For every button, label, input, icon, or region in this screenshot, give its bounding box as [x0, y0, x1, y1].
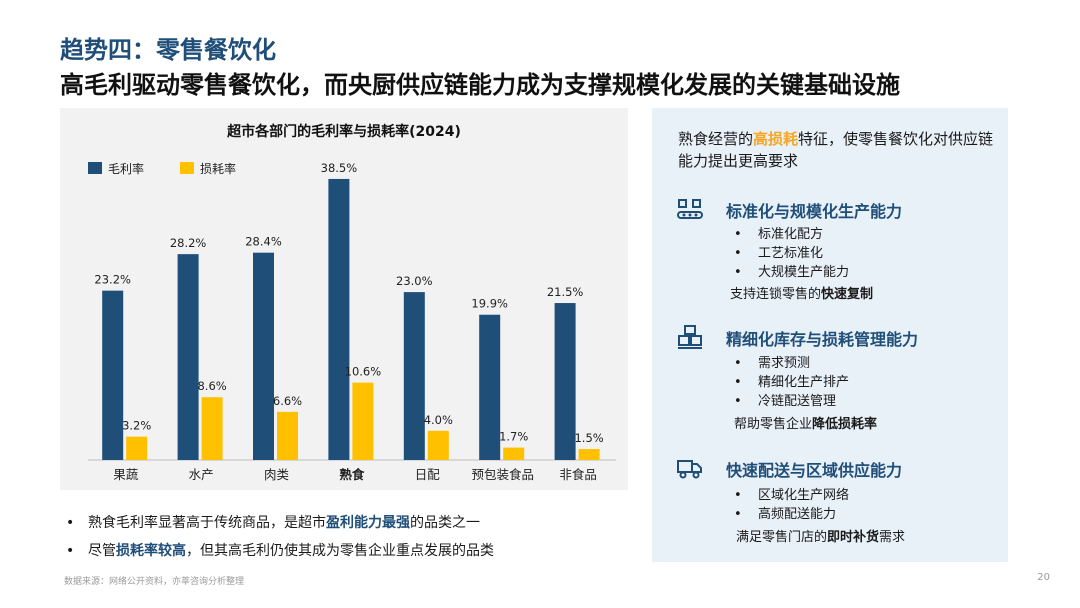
data-source: 数据来源：网络公开资料，亦莘咨询分析整理	[64, 577, 245, 587]
data-label-loss: 3.2%	[122, 419, 151, 433]
bar-loss	[277, 411, 298, 460]
bar-loss	[126, 436, 148, 460]
insight-intro: 熟食经营的高损耗特征，使零售餐饮化对供应链能力提出更高要求	[678, 130, 994, 170]
list-item: 区域化生产网络	[732, 486, 992, 505]
category-label: 果蔬	[113, 467, 139, 482]
list-item: 高频配送能力	[732, 505, 992, 524]
data-label-loss: 4.0%	[424, 413, 453, 427]
data-label-margin: 38.5%	[321, 161, 358, 175]
chart-notes: 熟食毛利率显著高于传统商品，是超市盈利能力最强的品类之一 尽管损耗率较高，但其高…	[64, 510, 634, 566]
page-number: 20	[1037, 572, 1050, 583]
bar-margin	[403, 292, 425, 460]
category-label: 非食品	[559, 467, 597, 482]
bar-loss	[503, 447, 525, 460]
legend-swatch	[180, 162, 194, 174]
data-label-loss: 8.6%	[197, 379, 226, 393]
bar-margin	[328, 178, 350, 460]
insight-panel: 熟食经营的高损耗特征，使零售餐饮化对供应链能力提出更高要求 标准化与规模化生产能…	[652, 108, 1008, 562]
data-label-loss: 6.6%	[273, 394, 302, 408]
data-label-margin: 21.5%	[547, 285, 584, 299]
data-label-loss: 10.6%	[345, 365, 382, 379]
list-item: 精细化生产排产	[732, 373, 992, 392]
data-label-loss: 1.7%	[499, 430, 528, 444]
bar-chart: 超市各部门的毛利率与损耗率(2024) 毛利率 损耗率 23.2% 3.2% 果蔬 28.2…	[88, 123, 616, 482]
data-label-margin: 28.4%	[245, 235, 282, 249]
data-label-margin: 19.9%	[471, 297, 508, 311]
category-label: 熟食	[339, 467, 365, 482]
category-label: 日配	[415, 467, 441, 482]
section-summary: 帮助零售企业降低损耗率	[734, 417, 878, 432]
data-label-loss: 1.5%	[574, 431, 603, 445]
list-item: 需求预测	[732, 354, 992, 373]
section-summary: 满足零售门店的即时补货需求	[736, 530, 906, 545]
delivery-truck-icon	[677, 460, 702, 479]
data-label-margin: 23.2%	[94, 273, 131, 287]
section-title: 快速配送与区域供应能力	[726, 461, 903, 480]
note-item: 尽管损耗率较高，但其高毛利仍使其成为零售企业重点发展的品类	[64, 538, 634, 566]
category-label: 预包装食品	[471, 467, 534, 482]
section-list: 区域化生产网络 高频配送能力	[732, 486, 992, 524]
bar-loss	[578, 449, 600, 460]
bar-margin	[177, 254, 199, 460]
bar-margin	[253, 252, 274, 460]
bar-loss	[427, 430, 449, 460]
list-item: 冷链配送管理	[732, 392, 992, 411]
list-item: 标准化配方	[732, 225, 992, 244]
bar-loss	[201, 397, 223, 460]
page-subtitle: 高毛利驱动零售餐饮化，而央厨供应链能力成为支撑规模化发展的关键基础设施	[60, 71, 900, 99]
section-title: 精细化库存与损耗管理能力	[726, 330, 919, 349]
legend-label: 毛利率	[108, 161, 144, 176]
data-label-margin: 23.0%	[396, 274, 433, 288]
page-title: 趋势四：零售餐饮化	[60, 36, 276, 64]
bar-margin	[479, 314, 501, 460]
bar-loss	[352, 382, 374, 460]
warehouse-boxes-icon	[678, 325, 702, 349]
chart-panel: 超市各部门的毛利率与损耗率(2024) 毛利率 损耗率 23.2% 3.2% 果蔬 28.2…	[60, 108, 628, 490]
section-summary: 支持连锁零售的快速复制	[730, 287, 874, 302]
section-title: 标准化与规模化生产能力	[726, 202, 903, 221]
category-label: 肉类	[264, 467, 290, 482]
production-line-icon	[677, 199, 703, 219]
section-list: 需求预测 精细化生产排产 冷链配送管理	[732, 354, 992, 411]
data-label-margin: 28.2%	[170, 236, 207, 250]
bar-margin	[102, 290, 124, 460]
bar-margin	[554, 303, 576, 460]
list-item: 工艺标准化	[732, 244, 992, 263]
section-list: 标准化配方 工艺标准化 大规模生产能力	[732, 225, 992, 282]
list-item: 大规模生产能力	[732, 263, 992, 282]
note-item: 熟食毛利率显著高于传统商品，是超市盈利能力最强的品类之一	[64, 510, 634, 538]
category-label: 水产	[189, 467, 214, 482]
chart-title: 超市各部门的毛利率与损耗率(2024)	[226, 123, 461, 140]
legend-label: 损耗率	[200, 161, 236, 176]
legend-swatch	[88, 162, 102, 174]
